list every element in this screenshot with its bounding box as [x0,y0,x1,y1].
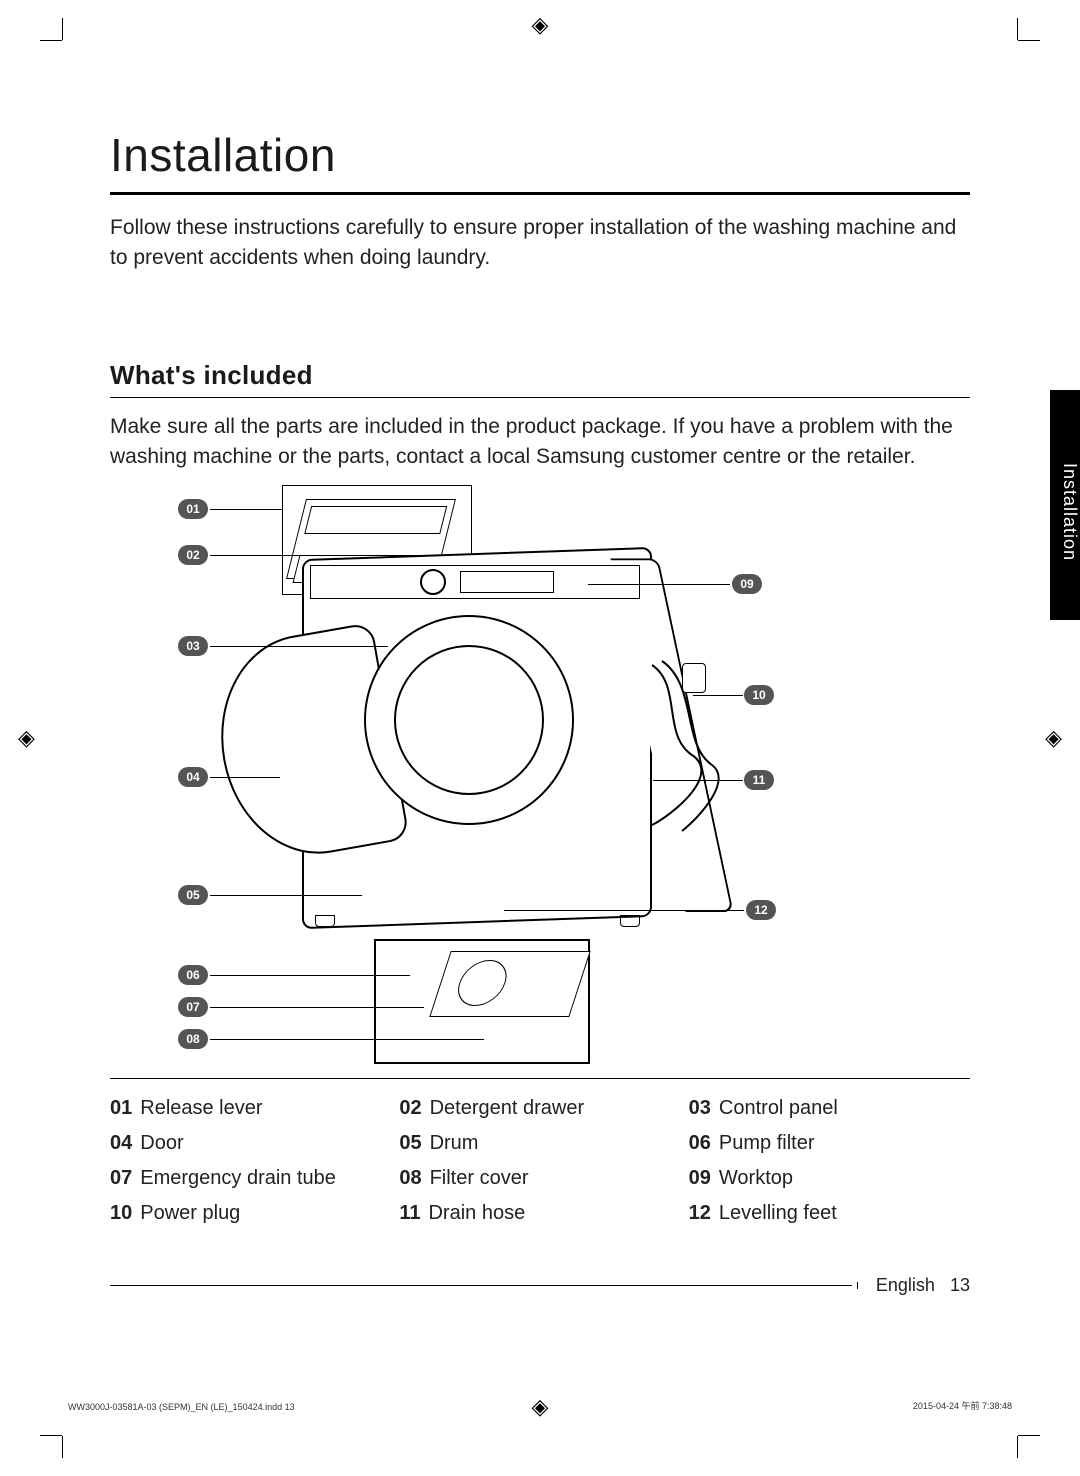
crop-mark [62,18,63,40]
callout-pill-09: 09 [732,574,762,594]
legend-item-01: 01 Release lever [110,1097,391,1120]
legend-label: Levelling feet [719,1202,837,1225]
legend-label: Emergency drain tube [140,1167,336,1190]
leader-line [210,777,280,778]
leader-line [210,646,388,647]
legend-label: Power plug [140,1202,240,1225]
registration-mark-icon: ◈ [18,725,35,751]
legend-item-09: 09 Worktop [689,1167,970,1190]
legend-item-05: 05 Drum [399,1132,680,1155]
parts-diagram: 01 02 03 04 05 06 07 08 09 10 11 12 [110,485,970,1079]
legend-item-11: 11 Drain hose [399,1202,680,1225]
legend-label: Door [140,1132,183,1155]
callout-pill-03: 03 [178,636,208,656]
legend-label: Release lever [140,1097,262,1120]
registration-mark-icon: ◈ [1045,725,1062,751]
crop-mark [1017,18,1018,40]
title-rule [110,192,970,195]
footer-text: English 13 [876,1275,970,1296]
legend-label: Filter cover [430,1167,529,1190]
registration-mark-icon: ◈ [532,12,549,38]
legend-num: 01 [110,1097,132,1120]
callout-pill-01: 01 [178,499,208,519]
leader-line [693,695,743,696]
callout-pill-08: 08 [178,1029,208,1049]
intro-text: Follow these instructions carefully to e… [110,213,970,274]
leader-line [210,895,362,896]
legend-num: 02 [399,1097,421,1120]
cord-hose-icon [642,655,732,835]
filter-cover-shape [429,951,590,1017]
callout-pill-07: 07 [178,997,208,1017]
registration-mark-icon: ◈ [532,1394,549,1420]
legend-item-12: 12 Levelling feet [689,1202,970,1225]
legend-item-10: 10 Power plug [110,1202,391,1225]
footer-rule [110,1285,852,1286]
parts-legend: 01 Release lever 02 Detergent drawer 03 Con… [110,1097,970,1225]
callout-pill-10: 10 [744,685,774,705]
language-label: English [876,1275,935,1295]
legend-num: 08 [399,1167,421,1190]
legend-item-06: 06 Pump filter [689,1132,970,1155]
crop-mark [1017,1436,1018,1458]
leader-line [210,975,410,976]
leader-line [210,1039,484,1040]
legend-item-07: 07 Emergency drain tube [110,1167,391,1190]
legend-num: 03 [689,1097,711,1120]
legend-label: Worktop [719,1167,793,1190]
section-rule [110,397,970,398]
section-tab: Installation [1050,390,1080,620]
callout-pill-11: 11 [744,770,774,790]
crop-mark [40,1435,62,1436]
legend-num: 09 [689,1167,711,1190]
legend-label: Detergent drawer [430,1097,585,1120]
legend-num: 05 [399,1132,421,1155]
legend-label: Control panel [719,1097,838,1120]
crop-mark [62,1436,63,1458]
levelling-foot-icon [620,915,640,927]
leader-line [210,509,282,510]
indesign-slug-right: 2015-04-24 午前 7:38:48 [913,1399,1012,1412]
drum-porthole [364,615,574,825]
legend-label: Drum [430,1132,479,1155]
levelling-foot-icon [315,915,335,927]
crop-mark [40,40,62,41]
callout-pill-06: 06 [178,965,208,985]
legend-num: 06 [689,1132,711,1155]
indesign-slug-left: WW3000J-03581A-03 (SEPM)_EN (LE)_150424.… [68,1402,295,1412]
dial-icon [420,569,446,595]
callout-pill-02: 02 [178,545,208,565]
leader-line [210,555,340,556]
section-heading: What's included [110,360,970,391]
legend-item-03: 03 Control panel [689,1097,970,1120]
callout-pill-04: 04 [178,767,208,787]
display-icon [460,571,554,593]
page-number: 13 [950,1275,970,1295]
callout-pill-12: 12 [746,900,776,920]
legend-label: Drain hose [428,1202,525,1225]
leader-line [210,1007,424,1008]
leader-line [588,584,730,585]
leader-line [653,780,743,781]
content-area: Installation Follow these instructions c… [110,128,970,1306]
legend-num: 12 [689,1202,711,1225]
page: ◈ ◈ ◈ ◈ Installation Installation Follow… [0,0,1080,1476]
legend-num: 04 [110,1132,132,1155]
legend-item-02: 02 Detergent drawer [399,1097,680,1120]
section-intro-text: Make sure all the parts are included in … [110,412,970,473]
legend-num: 10 [110,1202,132,1225]
callout-pill-05: 05 [178,885,208,905]
crop-mark [1018,1435,1040,1436]
legend-num: 07 [110,1167,132,1190]
footer-rule-tick [857,1282,858,1289]
legend-label: Pump filter [719,1132,815,1155]
leader-line [504,910,744,911]
legend-item-04: 04 Door [110,1132,391,1155]
legend-item-08: 08 Filter cover [399,1167,680,1190]
legend-num: 11 [399,1202,420,1225]
crop-mark [1018,40,1040,41]
page-title: Installation [110,128,970,182]
